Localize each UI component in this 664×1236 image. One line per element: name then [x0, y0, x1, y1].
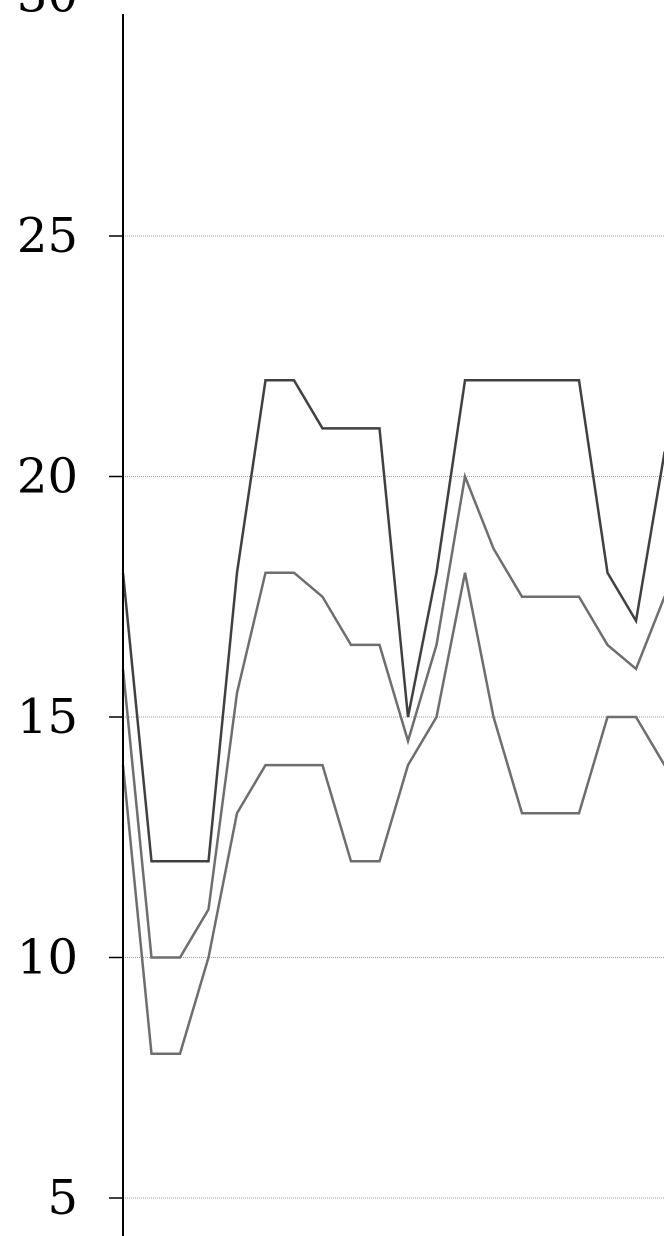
series-lines [121, 379, 664, 1055]
y-tick-label-30: 30 [17, 0, 78, 24]
series-line-1 [121, 379, 664, 863]
y-axis: 5 10 15 20 25 30 [17, 0, 124, 1236]
y-tick-label-10: 10 [17, 930, 78, 986]
gridlines [123, 235, 664, 1199]
series-line-3 [121, 572, 664, 1055]
y-tick-label-20: 20 [17, 449, 78, 505]
series-line-2 [121, 471, 664, 959]
y-tick-label-5: 5 [47, 1170, 78, 1226]
y-tick-label-25: 25 [17, 208, 78, 264]
y-tick-label-15: 15 [17, 689, 78, 745]
